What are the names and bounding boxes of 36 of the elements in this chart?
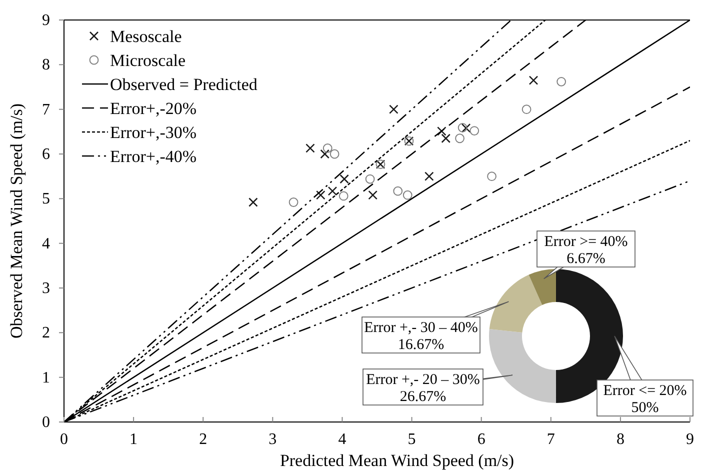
legend-label: Error+,-30%: [110, 123, 197, 142]
x-tick-label: 8: [616, 431, 624, 448]
legend-label: Error+,-20%: [110, 99, 197, 118]
x-tick-label: 3: [268, 431, 277, 448]
y-tick-label: 4: [42, 235, 50, 252]
y-tick-label: 9: [42, 12, 50, 29]
x-tick-label: 7: [546, 431, 555, 448]
legend-label: Mesoscale: [110, 27, 182, 46]
y-tick-label: 7: [42, 101, 50, 118]
x-tick-label: 9: [686, 431, 694, 448]
y-tick-label: 2: [42, 324, 50, 342]
y-tick-label: 0: [42, 414, 50, 431]
data-label: 26.67%: [400, 389, 446, 405]
data-label: 6.67%: [566, 251, 606, 267]
x-tick-label: 0: [60, 431, 68, 448]
legend-label: Microscale: [110, 51, 186, 70]
slice-label: Error >= 40%: [544, 234, 628, 250]
x-tick-label: 1: [130, 431, 138, 448]
slice-label: Error +,- 30 – 40%: [364, 320, 478, 336]
y-tick-label: 1: [42, 369, 50, 386]
y-tick-label: 8: [42, 56, 50, 74]
x-tick-label: 4: [338, 431, 346, 448]
x-axis-title: Predicted Mean Wind Speed (m/s): [280, 451, 514, 470]
y-tick-label: 5: [42, 190, 50, 208]
x-tick-label: 5: [408, 431, 416, 448]
legend-label: Error+,-40%: [110, 147, 197, 166]
y-tick-label: 6: [42, 146, 50, 163]
legend-label: Observed = Predicted: [110, 75, 258, 94]
y-tick-label: 3: [42, 280, 50, 297]
x-tick-label: 6: [477, 431, 486, 448]
slice-label: Error +,- 20 – 30%: [366, 372, 480, 388]
x-tick-label: 2: [199, 431, 208, 448]
y-axis-title: Observed Mean Wind Speed (m/s): [7, 103, 26, 339]
data-label: 50%: [631, 400, 659, 416]
data-label: 16.67%: [398, 337, 444, 353]
slice-label: Error <= 20%: [603, 383, 687, 399]
